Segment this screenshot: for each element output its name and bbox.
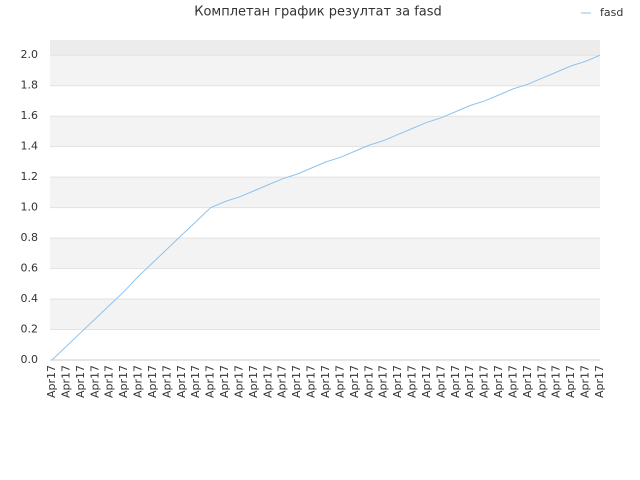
data-line bbox=[51, 54, 601, 361]
y-tick-label: 0.4 bbox=[21, 292, 39, 305]
x-tick-label: Apr17 bbox=[117, 365, 130, 398]
y-tick-label: 0.6 bbox=[21, 262, 39, 275]
x-tick-label: Apr17 bbox=[45, 365, 58, 398]
x-tick-label: Apr17 bbox=[146, 365, 159, 398]
y-tick-label: 0.8 bbox=[21, 231, 39, 244]
x-tick-label: Apr17 bbox=[579, 365, 592, 398]
x-tick-label: Apr17 bbox=[175, 365, 188, 398]
y-tick-label: 0.0 bbox=[21, 353, 39, 366]
x-tick-label: Apr17 bbox=[247, 365, 260, 398]
x-tick-label: Apr17 bbox=[377, 365, 390, 398]
y-tick-label: 2.0 bbox=[21, 48, 39, 61]
grid-band bbox=[50, 299, 600, 330]
x-tick-label: Apr17 bbox=[535, 365, 548, 398]
x-tick-label: Apr17 bbox=[59, 365, 72, 398]
x-tick-label: Apr17 bbox=[103, 365, 116, 398]
x-tick-label: Apr17 bbox=[593, 365, 606, 398]
x-tick-label: Apr17 bbox=[261, 365, 274, 398]
x-tick-label: Apr17 bbox=[88, 365, 101, 398]
x-tick-label: Apr17 bbox=[319, 365, 332, 398]
x-tick-label: Apr17 bbox=[305, 365, 318, 398]
x-tick-label: Apr17 bbox=[348, 365, 361, 398]
x-tick-label: Apr17 bbox=[492, 365, 505, 398]
x-tick-label: Apr17 bbox=[550, 365, 563, 398]
x-tick-label: Apr17 bbox=[74, 365, 87, 398]
x-tick-label: Apr17 bbox=[420, 365, 433, 398]
y-tick-label: 0.2 bbox=[21, 323, 39, 336]
x-tick-label: Apr17 bbox=[132, 365, 145, 398]
x-tick-label: Apr17 bbox=[232, 365, 245, 398]
grid-band bbox=[50, 177, 600, 208]
y-tick-label: 1.2 bbox=[21, 170, 39, 183]
x-tick-label: Apr17 bbox=[391, 365, 404, 398]
x-tick-label: Apr17 bbox=[218, 365, 231, 398]
y-tick-label: 1.4 bbox=[21, 140, 39, 153]
x-tick-label: Apr17 bbox=[434, 365, 447, 398]
x-tick-label: Apr17 bbox=[521, 365, 534, 398]
x-tick-label: Apr17 bbox=[449, 365, 462, 398]
x-tick-label: Apr17 bbox=[333, 365, 346, 398]
x-tick-label: Apr17 bbox=[564, 365, 577, 398]
x-tick-label: Apr17 bbox=[406, 365, 419, 398]
grid-band bbox=[50, 55, 600, 86]
x-tick-label: Apr17 bbox=[290, 365, 303, 398]
legend-label: fasd bbox=[600, 6, 623, 19]
x-tick-label: Apr17 bbox=[478, 365, 491, 398]
x-tick-label: Apr17 bbox=[189, 365, 202, 398]
y-tick-label: 1.6 bbox=[21, 109, 39, 122]
chart-title: Комплетан график резултат за fasd bbox=[194, 5, 442, 20]
x-tick-label: Apr17 bbox=[463, 365, 476, 398]
y-tick-label: 1.8 bbox=[21, 79, 39, 92]
grid-band bbox=[50, 116, 600, 147]
grid-band bbox=[50, 40, 600, 56]
grid-band bbox=[50, 238, 600, 269]
x-tick-label: Apr17 bbox=[276, 365, 289, 398]
x-tick-label: Apr17 bbox=[160, 365, 173, 398]
x-tick-label: Apr17 bbox=[362, 365, 375, 398]
x-tick-label: Apr17 bbox=[506, 365, 519, 398]
y-tick-label: 1.0 bbox=[21, 201, 39, 214]
x-tick-label: Apr17 bbox=[204, 365, 217, 398]
